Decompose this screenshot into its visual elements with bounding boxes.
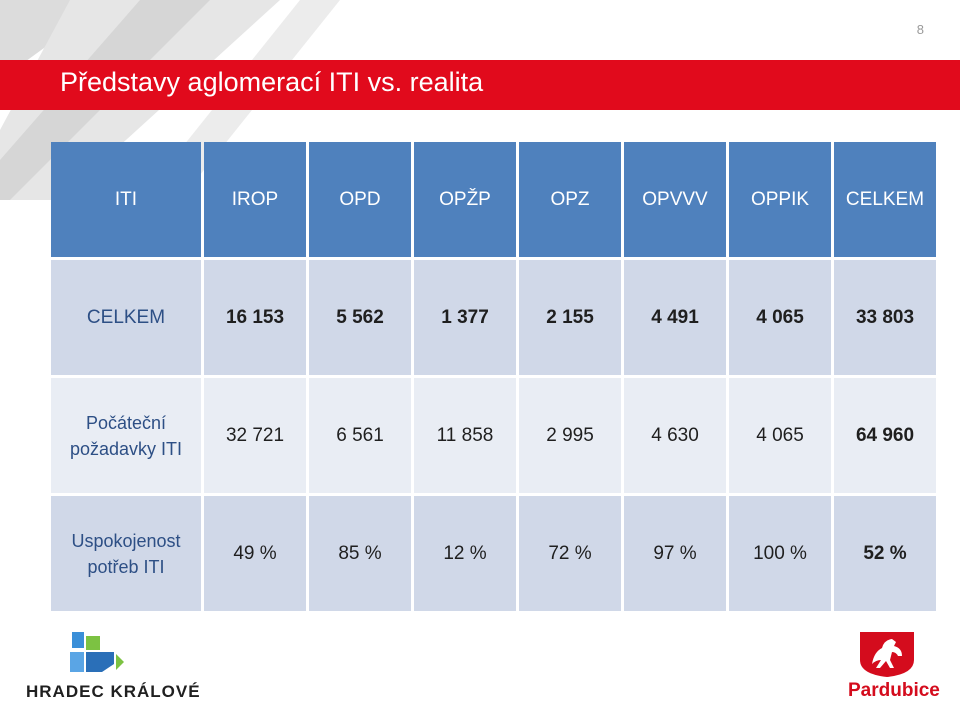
title-bar: Představy aglomerací ITI vs. realita bbox=[0, 60, 960, 110]
header-cell: ITI bbox=[51, 142, 201, 257]
total-cell: 64 960 bbox=[834, 378, 936, 493]
table-cell: 11 858 bbox=[414, 378, 516, 493]
pardubice-logo-text: Pardubice bbox=[848, 680, 940, 701]
header-cell: OPŽP bbox=[414, 142, 516, 257]
table-cell: 16 153 bbox=[204, 260, 306, 375]
row-label: CELKEM bbox=[51, 260, 201, 375]
total-cell: 52 % bbox=[834, 496, 936, 611]
row-label: Počáteční požadavky ITI bbox=[51, 378, 201, 493]
page-number: 8 bbox=[916, 22, 924, 37]
table-cell: 5 562 bbox=[309, 260, 411, 375]
header-cell: IROP bbox=[204, 142, 306, 257]
row-label: Uspokojenost potřeb ITI bbox=[51, 496, 201, 611]
header-cell: OPZ bbox=[519, 142, 621, 257]
table-row: Uspokojenost potřeb ITI 49 % 85 % 12 % 7… bbox=[51, 496, 936, 611]
header-cell: OPD bbox=[309, 142, 411, 257]
table-cell: 49 % bbox=[204, 496, 306, 611]
table-cell: 2 155 bbox=[519, 260, 621, 375]
table-cell: 85 % bbox=[309, 496, 411, 611]
pardubice-horse-crest-icon bbox=[860, 632, 914, 677]
table-cell: 2 995 bbox=[519, 378, 621, 493]
table-cell: 100 % bbox=[729, 496, 831, 611]
table-cell: 6 561 bbox=[309, 378, 411, 493]
table-cell: 97 % bbox=[624, 496, 726, 611]
table-cell: 4 630 bbox=[624, 378, 726, 493]
table-cell: 4 491 bbox=[624, 260, 726, 375]
iti-comparison-table: ITI IROP OPD OPŽP OPZ OPVVV OPPIK CELKEM… bbox=[48, 139, 939, 614]
header-cell: CELKEM bbox=[834, 142, 936, 257]
slide-title: Představy aglomerací ITI vs. realita bbox=[60, 67, 484, 97]
table-cell: 12 % bbox=[414, 496, 516, 611]
table-cell: 4 065 bbox=[729, 260, 831, 375]
total-cell: 33 803 bbox=[834, 260, 936, 375]
table-header-row: ITI IROP OPD OPŽP OPZ OPVVV OPPIK CELKEM bbox=[51, 142, 936, 257]
hradec-kralove-logo-icon bbox=[70, 632, 124, 672]
table-row: Počáteční požadavky ITI 32 721 6 561 11 … bbox=[51, 378, 936, 493]
hradec-kralove-logo-text: HRADEC KRÁLOVÉ bbox=[26, 682, 201, 701]
table-cell: 4 065 bbox=[729, 378, 831, 493]
table-cell: 72 % bbox=[519, 496, 621, 611]
table-cell: 32 721 bbox=[204, 378, 306, 493]
header-cell: OPVVV bbox=[624, 142, 726, 257]
header-cell: OPPIK bbox=[729, 142, 831, 257]
table-cell: 1 377 bbox=[414, 260, 516, 375]
table-row: CELKEM 16 153 5 562 1 377 2 155 4 491 4 … bbox=[51, 260, 936, 375]
